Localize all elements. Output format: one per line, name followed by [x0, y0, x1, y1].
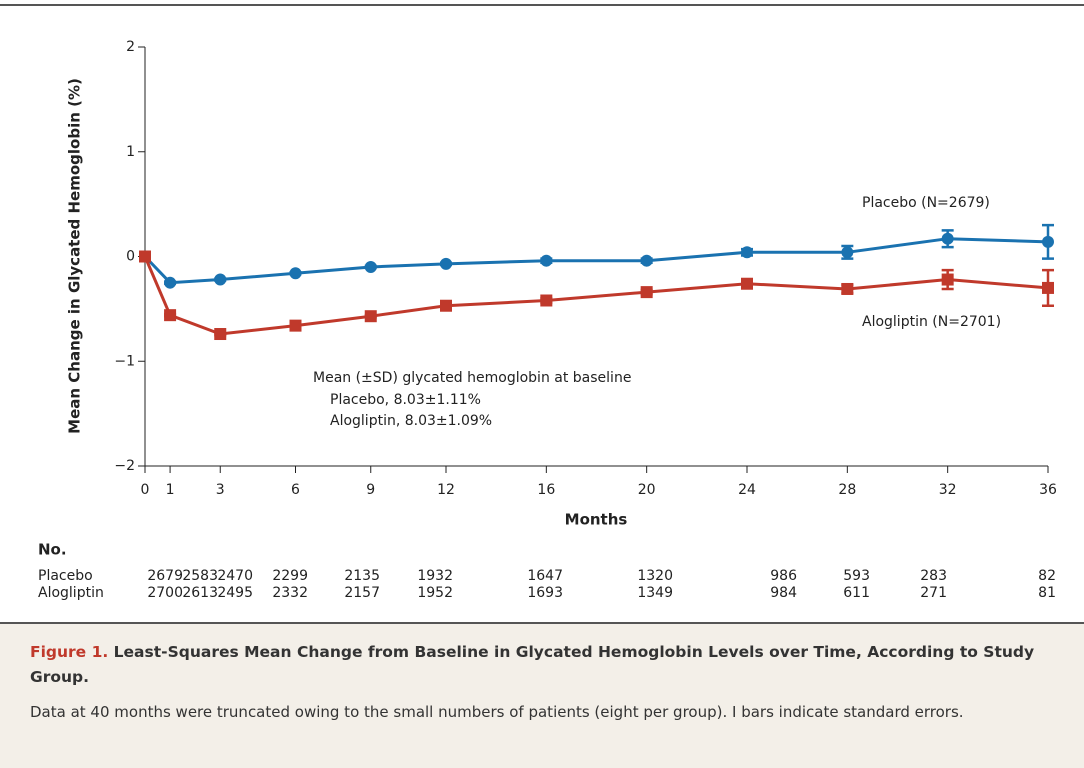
caption-title-block: Figure 1. Least-Squares Mean Change from…: [30, 640, 1054, 690]
at-risk-value: 2679: [147, 568, 183, 584]
data-point: [640, 254, 653, 267]
y-tick-label: 1: [126, 144, 135, 160]
x-tick-label: 3: [216, 482, 225, 498]
series-label: Placebo (N=2679): [862, 195, 990, 211]
annotation: Mean (±SD) glycated hemoglobin at baseli…: [313, 370, 631, 386]
at-risk-value: 1320: [637, 568, 673, 584]
at-risk-value: 81: [1038, 585, 1056, 601]
at-risk-value: 82: [1038, 568, 1056, 584]
data-point: [164, 276, 177, 289]
at-risk-value: 2135: [344, 568, 380, 584]
at-risk-value: 2583: [182, 568, 218, 584]
y-tick-label: −1: [114, 353, 135, 369]
at-risk-value: 1952: [417, 585, 453, 601]
y-tick-label: 0: [126, 249, 135, 265]
at-risk-value: 2299: [272, 568, 308, 584]
data-point: [364, 260, 377, 273]
at-risk-value: 2700: [147, 585, 183, 601]
data-point: [440, 299, 452, 312]
series-label: Alogliptin (N=2701): [862, 314, 1001, 330]
data-point: [841, 246, 854, 259]
caption: Figure 1. Least-Squares Mean Change from…: [0, 622, 1084, 768]
at-risk-value: 611: [843, 585, 870, 601]
figure-note: Data at 40 months were truncated owing t…: [30, 703, 964, 721]
series-line: [143, 255, 1049, 336]
x-tick-label: 1: [166, 482, 175, 498]
x-tick-label: 16: [537, 482, 555, 498]
data-point: [540, 254, 553, 267]
data-point: [941, 273, 954, 286]
at-risk-value: 2157: [344, 585, 380, 601]
data-point: [214, 328, 227, 341]
x-tick-label: 9: [366, 482, 375, 498]
data-point: [289, 267, 302, 280]
data-point: [364, 310, 377, 323]
at-risk-value: 1647: [527, 568, 563, 584]
data-point: [1042, 235, 1054, 248]
x-tick-label: 0: [141, 482, 150, 498]
data-point: [1042, 281, 1054, 294]
data-point: [164, 309, 177, 322]
figure-title: Least-Squares Mean Change from Baseline …: [30, 643, 1035, 686]
y-tick-label: 2: [126, 39, 135, 55]
x-tick-label: 12: [437, 482, 455, 498]
at-risk-value: 984: [770, 585, 797, 601]
at-risk-value: 1932: [417, 568, 453, 584]
data-point: [741, 246, 753, 259]
series-line: [143, 237, 1049, 285]
at-risk-value: 593: [843, 568, 870, 584]
data-point: [289, 319, 302, 332]
data-point: [214, 273, 227, 286]
data-point: [941, 232, 954, 245]
data-point: [741, 277, 753, 290]
data-point: [440, 257, 452, 270]
annotation: Placebo, 8.03±1.11%: [330, 392, 481, 408]
x-tick-label: 28: [838, 482, 856, 498]
data-point: [841, 282, 854, 295]
y-axis-label: Mean Change in Glycated Hemoglobin (%): [66, 78, 84, 434]
at-risk-value: 1693: [527, 585, 563, 601]
at-risk-row-label: Alogliptin: [38, 585, 104, 601]
at-risk-value: 2495: [217, 585, 253, 601]
x-tick-label: 32: [939, 482, 957, 498]
x-tick-label: 36: [1039, 482, 1057, 498]
y-tick-label: −2: [114, 458, 135, 474]
x-tick-label: 6: [291, 482, 300, 498]
x-tick-label: 20: [638, 482, 656, 498]
at-risk-row-label: Placebo: [38, 568, 93, 584]
annotation: Alogliptin, 8.03±1.09%: [330, 413, 492, 429]
at-risk-value: 283: [920, 568, 947, 584]
data-point: [640, 286, 653, 299]
at-risk-value: 986: [770, 568, 797, 584]
x-axis-label: Months: [565, 511, 628, 529]
at-risk-value: 2470: [217, 568, 253, 584]
chart: Mean Change in Glycated Hemoglobin (%) M…: [0, 4, 1084, 601]
at-risk-value: 271: [920, 585, 947, 601]
x-tick-label: 24: [738, 482, 756, 498]
data-point: [540, 294, 553, 307]
at-risk-value: 2332: [272, 585, 308, 601]
at-risk-title: No.: [38, 541, 67, 559]
at-risk-value: 2613: [182, 585, 218, 601]
data-point: [139, 250, 151, 263]
figure-label: Figure 1.: [30, 643, 109, 661]
at-risk-value: 1349: [637, 585, 673, 601]
